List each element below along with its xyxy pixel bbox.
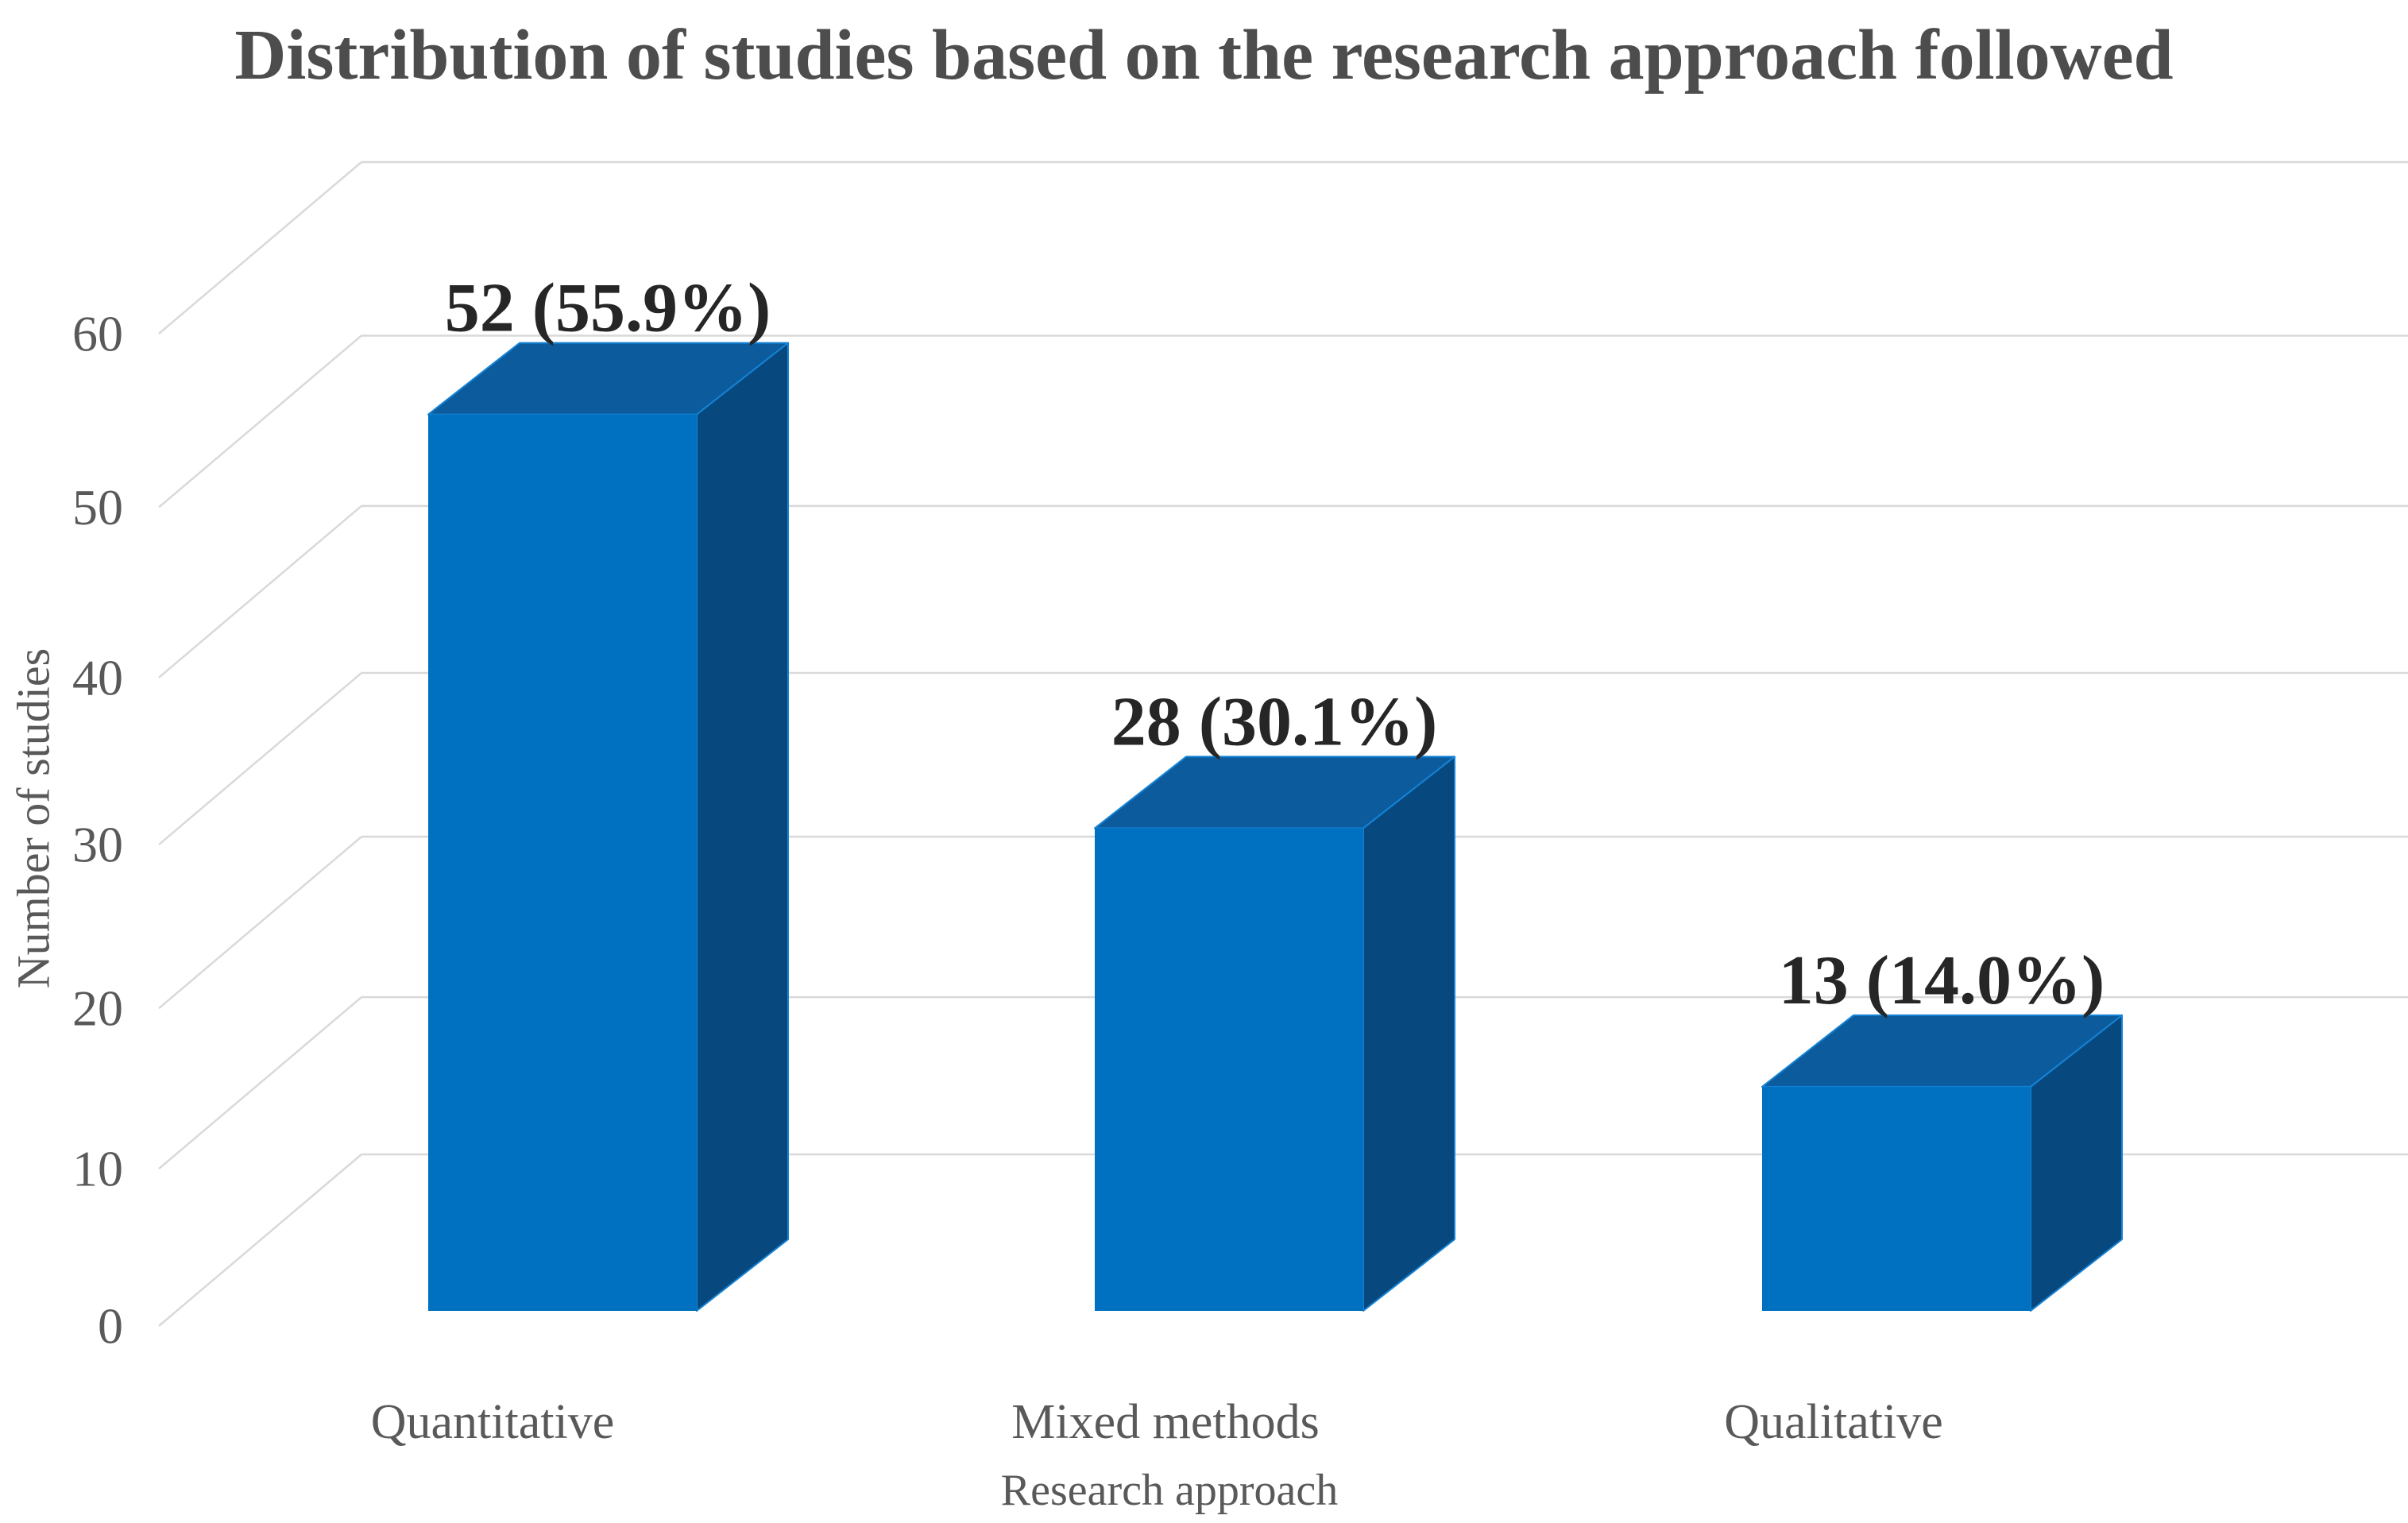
gridline-diagonal-0 bbox=[158, 1154, 362, 1327]
y-axis-title: Number of studies bbox=[7, 647, 60, 989]
category-label-2: Qualitative bbox=[1724, 1395, 1942, 1449]
bar-data-label-1: 28 (30.1%) bbox=[1111, 683, 1438, 760]
category-label-1: Mixed methods bbox=[1011, 1395, 1319, 1449]
gridline-diagonal-10 bbox=[158, 996, 362, 1170]
y-tick-label-60: 60 bbox=[72, 306, 123, 362]
bar-data-label-0: 52 (55.9%) bbox=[445, 270, 771, 347]
bar-front-face-2 bbox=[1762, 1086, 2031, 1311]
bar-side-face-1 bbox=[1362, 756, 1455, 1312]
y-tick-label-20: 20 bbox=[72, 980, 123, 1037]
y-tick-label-30: 30 bbox=[72, 817, 123, 873]
bar-data-label-2: 13 (14.0%) bbox=[1779, 942, 2105, 1019]
category-label-0: Quantitative bbox=[371, 1395, 614, 1449]
y-tick-label-10: 10 bbox=[72, 1141, 123, 1197]
gridline-diagonal-20 bbox=[158, 836, 362, 1010]
x-axis-title: Research approach bbox=[1000, 1466, 1339, 1515]
bar-side-face-0 bbox=[696, 342, 789, 1312]
bar-front-face-1 bbox=[1095, 828, 1363, 1311]
gridline-diagonal-50 bbox=[158, 334, 362, 508]
gridline-diagonal-40 bbox=[158, 504, 362, 678]
y-tick-label-50: 50 bbox=[72, 479, 123, 535]
gridline-diagonal-30 bbox=[158, 672, 362, 845]
chart-title: Distribution of studies based on the res… bbox=[234, 16, 2174, 95]
gridline-diagonal-60 bbox=[158, 161, 362, 334]
y-tick-label-40: 40 bbox=[72, 649, 123, 705]
y-tick-label-0: 0 bbox=[98, 1298, 123, 1355]
bar-front-face-0 bbox=[428, 414, 697, 1311]
